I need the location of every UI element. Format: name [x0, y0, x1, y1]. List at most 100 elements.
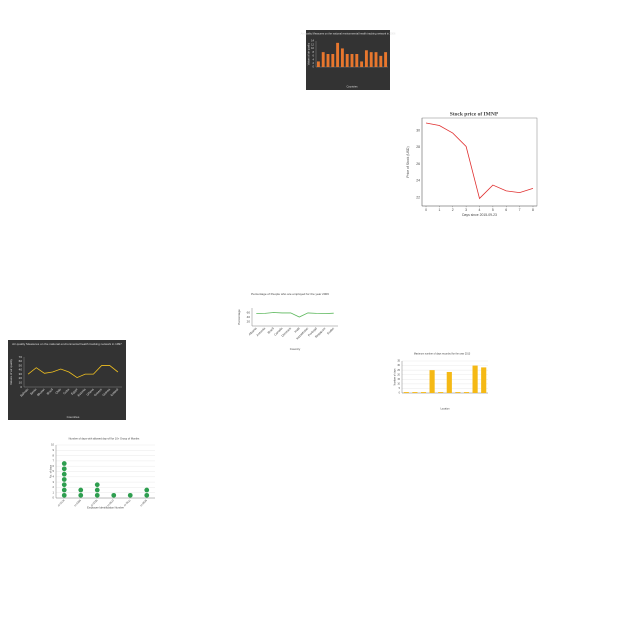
bar	[403, 392, 409, 393]
y-tick-label: 2	[53, 485, 55, 489]
plot-frame	[421, 117, 538, 207]
y-tick-label: 24	[416, 179, 420, 183]
chart-title: Maximum number of days recorded for the …	[414, 353, 471, 356]
y-tick-label: 10	[19, 381, 23, 385]
bar	[345, 54, 349, 67]
x-tick-label: Bhutan	[36, 387, 46, 397]
dot	[78, 487, 84, 493]
x-axis-label: Days since 2015-09-23	[462, 213, 497, 217]
dot	[61, 466, 67, 472]
y-axis-label: Number of days	[394, 368, 397, 386]
bar	[326, 54, 330, 67]
chart: Percentage of People who are employed fo…	[236, 290, 344, 352]
y-tick-label: 10	[397, 382, 400, 385]
y-tick-label: 20	[247, 319, 251, 323]
x-tick-label: Chile	[54, 387, 62, 395]
bar	[472, 365, 478, 393]
y-tick-label: 20	[397, 373, 400, 376]
y-tick-label: 15	[397, 378, 400, 381]
x-tick-label: ct-0134	[56, 498, 65, 507]
dot	[144, 487, 150, 493]
x-tick-label: ct-0305	[89, 498, 98, 507]
dot-stack	[78, 487, 84, 498]
line	[27, 365, 119, 379]
x-tick-label: 4	[479, 208, 481, 212]
bar	[369, 52, 373, 67]
bar	[364, 50, 368, 67]
y-tick-label: 0	[53, 496, 55, 500]
y-tick-label: 1	[53, 490, 55, 494]
x-tick-label: Denmark	[281, 326, 293, 338]
x-tick-label: Armenia	[255, 326, 266, 337]
x-tick-label: Brazil	[46, 387, 54, 395]
bar	[321, 52, 325, 67]
bar	[350, 54, 354, 67]
y-tick-label: 4	[53, 474, 55, 478]
x-tick-label: Canada	[273, 326, 283, 336]
x-tick-label: 1	[438, 208, 440, 212]
y-tick-label: 3	[53, 480, 55, 484]
x-axis-label: Location	[440, 408, 450, 411]
x-tick-label: Guinea	[101, 387, 111, 397]
x-tick-label: Bahrain	[19, 387, 29, 397]
chart-background	[48, 435, 160, 511]
bar	[420, 392, 427, 393]
x-tick-label: Ghana	[85, 387, 94, 396]
y-tick-label: 30	[416, 128, 420, 132]
x-tick-label: Iceland	[110, 387, 120, 397]
y-tick-label: 5	[53, 469, 55, 473]
y-axis-label: Price of Stock (USD)	[406, 146, 410, 177]
x-tick-label: Benin	[29, 387, 37, 395]
y-tick-label: 10	[311, 46, 314, 50]
x-tick-label: Egypt	[70, 387, 78, 395]
y-tick-label: 9	[53, 448, 55, 452]
y-axis-label: Percentage	[237, 309, 241, 325]
line	[256, 312, 334, 318]
dot	[111, 492, 117, 498]
bar	[455, 392, 461, 393]
bar	[463, 392, 470, 393]
chart: Air quality Measures on the national env…	[301, 30, 396, 90]
y-tick-label: 30	[397, 364, 400, 367]
x-axis-label: Countries	[67, 415, 80, 419]
y-tick-label: 8	[53, 453, 55, 457]
bar	[340, 48, 344, 67]
x-axis-label: Countries	[346, 85, 358, 89]
dot	[61, 461, 67, 466]
dot	[94, 492, 100, 498]
y-tick-label: 0	[399, 392, 401, 395]
bar	[360, 61, 364, 67]
y-tick-label: 40	[19, 368, 23, 372]
y-tick-label: 0	[20, 385, 22, 389]
bar	[384, 52, 388, 67]
x-tick-label: 6	[505, 208, 507, 212]
bar	[331, 54, 335, 67]
chart: Maximum number of days recorded for the …	[392, 350, 492, 412]
y-tick-label: 8	[313, 50, 315, 54]
y-tick-label: 26	[416, 162, 420, 166]
y-tick-label: 70	[19, 355, 23, 359]
y-tick-label: 40	[247, 315, 251, 319]
chart: Air quality Measures on the national env…	[8, 340, 126, 420]
y-axis-label: Values of air quality	[307, 42, 311, 65]
dot	[94, 482, 100, 488]
chart-title: Air quality Measures on the national env…	[12, 342, 122, 346]
x-axis-label: Employee Identification Number	[87, 506, 124, 510]
y-tick-label: 2	[313, 61, 315, 65]
x-tick-label: Brazil	[267, 326, 275, 334]
y-axis-label: Values of air quality	[9, 359, 13, 385]
bar	[446, 371, 452, 393]
x-tick-label: Haiti	[293, 326, 300, 333]
x-tick-label: Estonia	[77, 387, 87, 397]
chart-title: Stock price of IMNP	[450, 111, 499, 117]
x-tick-label: 3	[465, 208, 467, 212]
chart-background	[405, 110, 543, 218]
y-tick-label: 60	[247, 310, 251, 314]
x-tick-label: ct-0527	[106, 498, 115, 507]
bar	[336, 42, 340, 67]
y-tick-label: 12	[311, 42, 314, 46]
x-tick-label: Albania	[248, 326, 258, 336]
bar	[316, 61, 320, 67]
dot-stack	[94, 482, 100, 498]
